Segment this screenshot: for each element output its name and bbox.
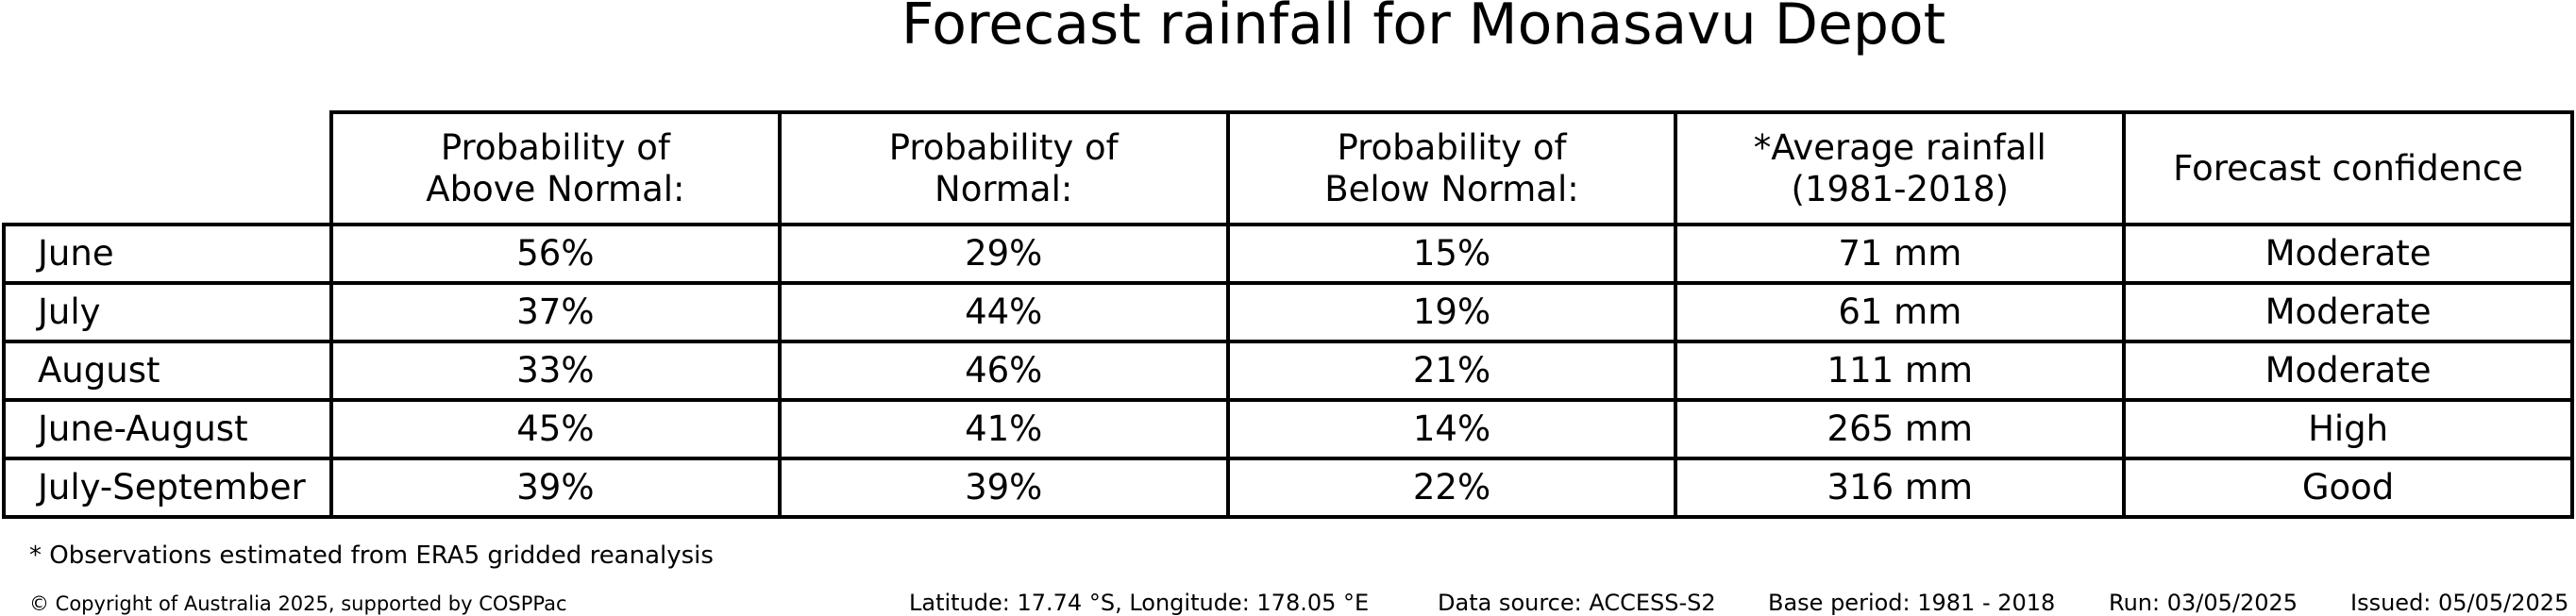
above-normal-cell: 39% [329, 457, 782, 519]
below-normal-cell: 21% [1225, 340, 1678, 402]
below-normal-cell: 22% [1225, 457, 1678, 519]
normal-cell: 29% [777, 223, 1230, 285]
confidence-cell: Good [2122, 457, 2574, 519]
header-normal: Probability of Normal: [777, 110, 1230, 226]
normal-cell: 41% [777, 398, 1230, 460]
observations-note: * Observations estimated from ERA5 gridd… [29, 541, 714, 570]
period-cell: July-September [2, 457, 333, 519]
below-normal-cell: 19% [1225, 281, 1678, 343]
period-cell: August [2, 340, 333, 402]
above-normal-cell: 56% [329, 223, 782, 285]
average-rainfall-cell: 316 mm [1674, 457, 2127, 519]
above-normal-cell: 45% [329, 398, 782, 460]
table-row: June-August 45% 41% 14% 265 mm High [2, 398, 2574, 460]
average-rainfall-cell: 111 mm [1674, 340, 2127, 402]
table-header-row: Probability of Above Normal: Probability … [4, 110, 2574, 226]
header-blank-cell [4, 112, 333, 226]
table-row: June 56% 29% 15% 71 mm Moderate [2, 223, 2574, 285]
normal-cell: 39% [777, 457, 1230, 519]
average-rainfall-cell: 71 mm [1674, 223, 2127, 285]
forecast-table: Probability of Above Normal: Probability … [2, 110, 2574, 519]
normal-cell: 46% [777, 340, 1230, 402]
table-row: August 33% 46% 21% 111 mm Moderate [2, 340, 2574, 402]
above-normal-cell: 33% [329, 340, 782, 402]
average-rainfall-cell: 61 mm [1674, 281, 2127, 343]
confidence-cell: Moderate [2122, 281, 2574, 343]
table-row: July 37% 44% 19% 61 mm Moderate [2, 281, 2574, 343]
average-rainfall-cell: 265 mm [1674, 398, 2127, 460]
normal-cell: 44% [777, 281, 1230, 343]
above-normal-cell: 37% [329, 281, 782, 343]
confidence-cell: Moderate [2122, 223, 2574, 285]
data-source-text: Data source: ACCESS-S2 [1438, 590, 1716, 616]
header-average-rainfall: *Average rainfall (1981-2018) [1674, 110, 2127, 226]
table-row: July-September 39% 39% 22% 316 mm Good [2, 457, 2574, 519]
run-date-text: Run: 03/05/2025 [2109, 590, 2298, 616]
confidence-cell: Moderate [2122, 340, 2574, 402]
copyright-text: © Copyright of Australia 2025, supported… [29, 592, 567, 615]
base-period-text: Base period: 1981 - 2018 [1768, 590, 2056, 616]
page-title: Forecast rainfall for Monasavu Depot [901, 0, 1946, 58]
header-above-normal: Probability of Above Normal: [329, 110, 782, 226]
issued-date-text: Issued: 05/05/2025 [2350, 590, 2569, 616]
period-cell: June [2, 223, 333, 285]
header-forecast-confidence: Forecast confidence [2122, 110, 2574, 226]
period-cell: June-August [2, 398, 333, 460]
below-normal-cell: 15% [1225, 223, 1678, 285]
confidence-cell: High [2122, 398, 2574, 460]
below-normal-cell: 14% [1225, 398, 1678, 460]
header-below-normal: Probability of Below Normal: [1225, 110, 1678, 226]
location-text: Latitude: 17.74 °S, Longitude: 178.05 °E [909, 590, 1370, 616]
period-cell: July [2, 281, 333, 343]
